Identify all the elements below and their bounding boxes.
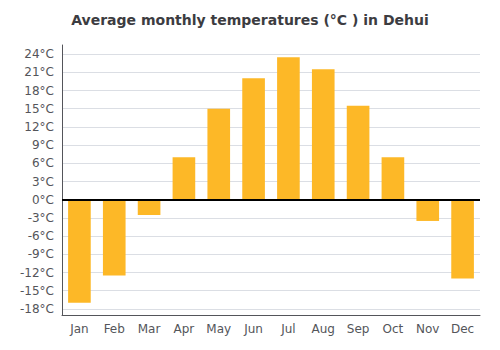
svg-text:24°C: 24°C: [24, 47, 54, 61]
svg-text:-3°C: -3°C: [28, 211, 54, 225]
svg-text:9°C: 9°C: [32, 138, 54, 152]
svg-text:18°C: 18°C: [24, 84, 54, 98]
svg-text:Jun: Jun: [243, 322, 263, 336]
svg-text:-6°C: -6°C: [28, 229, 54, 243]
svg-text:6°C: 6°C: [32, 156, 54, 170]
svg-text:Oct: Oct: [383, 322, 404, 336]
svg-text:Sep: Sep: [347, 322, 370, 336]
svg-text:12°C: 12°C: [24, 120, 54, 134]
svg-text:May: May: [206, 322, 231, 336]
svg-text:-9°C: -9°C: [28, 247, 54, 261]
svg-text:-12°C: -12°C: [20, 266, 54, 280]
svg-text:Average monthly temperatures (: Average monthly temperatures (°C ) in De…: [71, 12, 429, 28]
svg-text:0°C: 0°C: [32, 193, 54, 207]
svg-text:Jul: Jul: [280, 322, 295, 336]
svg-text:Mar: Mar: [138, 322, 161, 336]
svg-text:Jan: Jan: [69, 322, 89, 336]
svg-text:Apr: Apr: [174, 322, 195, 336]
svg-text:21°C: 21°C: [24, 65, 54, 79]
svg-text:15°C: 15°C: [24, 102, 54, 116]
svg-text:-15°C: -15°C: [20, 284, 54, 298]
svg-text:Dec: Dec: [451, 322, 474, 336]
svg-text:3°C: 3°C: [32, 175, 54, 189]
svg-text:-18°C: -18°C: [20, 302, 54, 316]
svg-text:Aug: Aug: [312, 322, 335, 336]
svg-text:Nov: Nov: [416, 322, 439, 336]
svg-text:Feb: Feb: [104, 322, 125, 336]
